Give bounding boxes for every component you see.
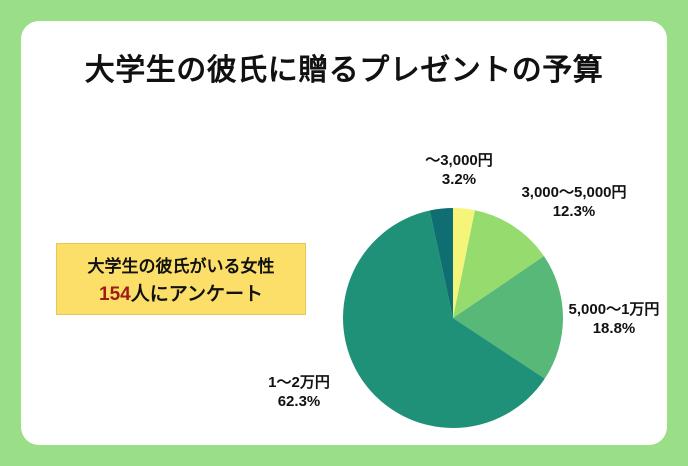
pie-label-category: 5,000〜1万円: [568, 301, 660, 318]
pie-label-percent: 18.8%: [592, 319, 636, 337]
pie-slice: [453, 208, 475, 318]
pie-slice: [429, 208, 453, 318]
pie-slice: [453, 210, 544, 318]
pie-slice-group: [343, 208, 563, 428]
page-title: 大学生の彼氏に贈るプレゼントの予算: [84, 54, 604, 87]
pie-label-category: 3,000〜5,000円: [521, 184, 627, 201]
pie-label-3000-5000: 3,000〜5,000円 12.3%: [504, 184, 644, 222]
pie-label-under-3000: 〜3,000円 3.2%: [399, 152, 519, 190]
pie-label-category: 1〜2万円: [268, 374, 330, 391]
pie-label-percent: 62.3%: [277, 392, 321, 410]
pie-label-percent: 3.2%: [441, 170, 477, 188]
pie-slice: [343, 210, 545, 428]
survey-callout-box: 大学生の彼氏がいる女性 154人にアンケート: [56, 243, 306, 315]
callout-line1: 大学生の彼氏がいる女性: [87, 257, 275, 276]
pie-slice: [453, 256, 563, 379]
pie-chart-svg: [343, 208, 563, 428]
pie-chart: [343, 208, 563, 428]
respondent-count-suffix: 人にアンケート: [130, 284, 263, 305]
pie-label-10000-20000: 1〜2万円 62.3%: [229, 374, 369, 412]
pie-label-percent: 12.3%: [552, 202, 596, 220]
infographic-card: 大学生の彼氏に贈るプレゼントの予算 大学生の彼氏がいる女性 154人にアンケート…: [21, 21, 667, 445]
pie-label-5000-10000: 5,000〜1万円 18.8%: [544, 301, 684, 339]
callout-line2: 154人にアンケート: [99, 279, 263, 306]
respondent-count: 154: [99, 284, 131, 305]
pie-label-category: 〜3,000円: [425, 152, 493, 169]
